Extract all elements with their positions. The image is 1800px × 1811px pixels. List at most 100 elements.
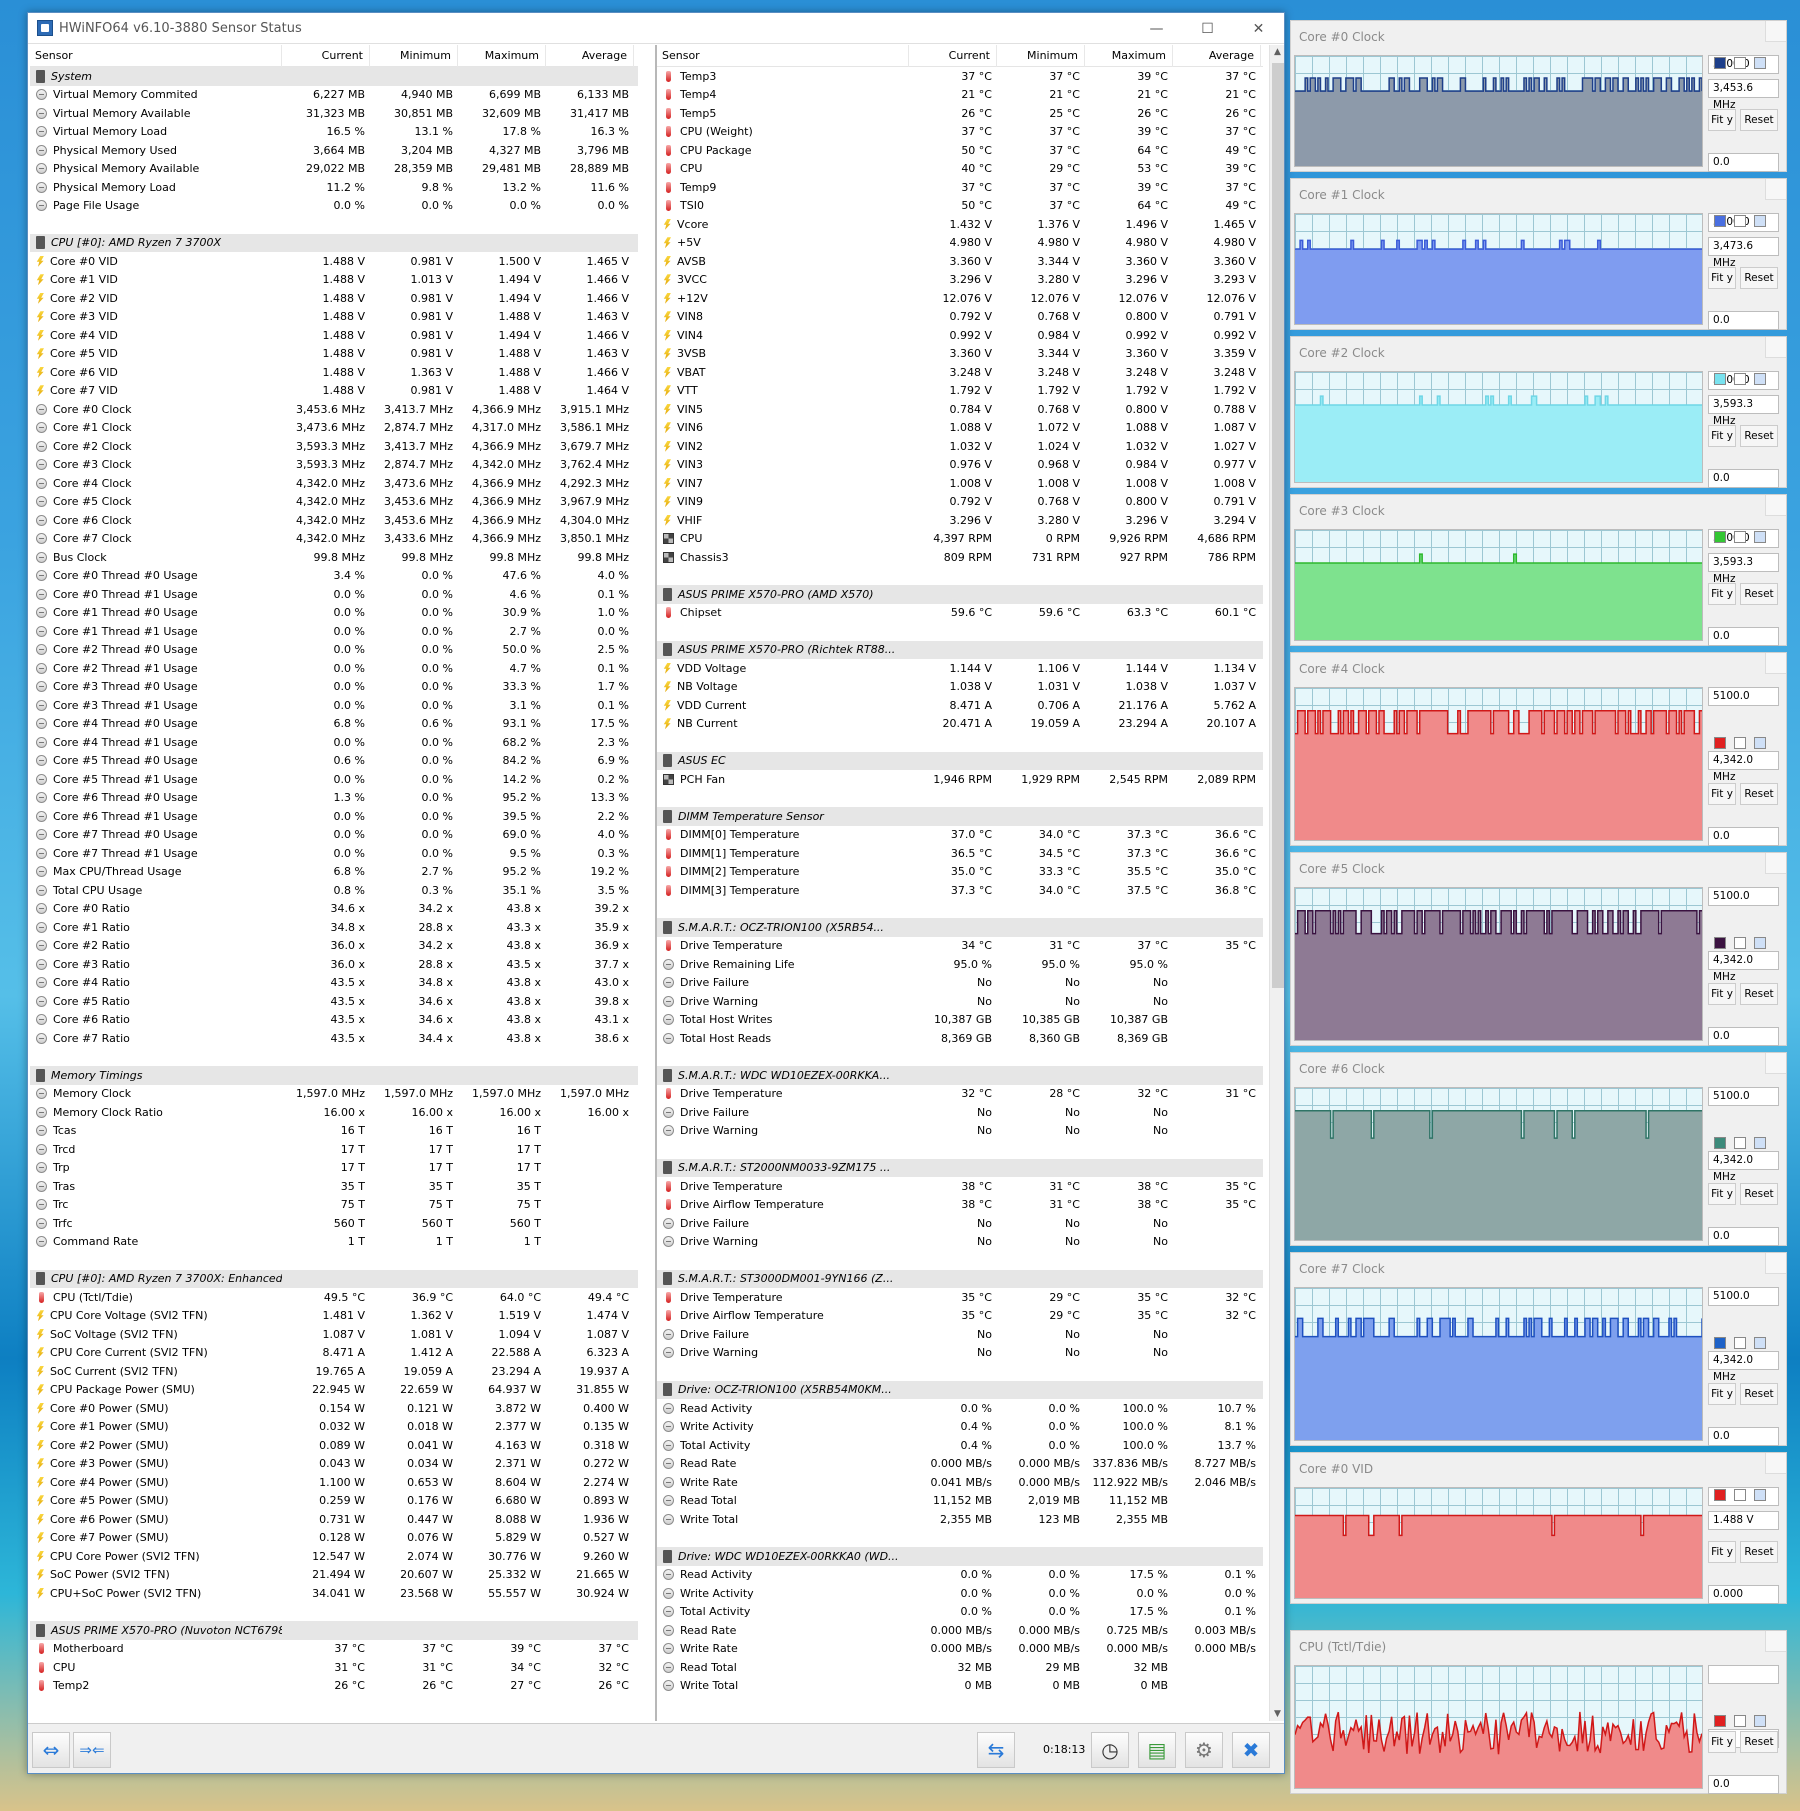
graph-min-field[interactable]: 0.0 bbox=[1708, 1427, 1779, 1446]
sensor-row[interactable]: CPU Core Voltage (SVI2 TFN) 1.481 V 1.362 … bbox=[30, 1307, 638, 1326]
column-header-maximum[interactable]: Maximum bbox=[458, 45, 546, 67]
sensor-row[interactable]: DIMM[1] Temperature 36.5 °C 34.5 °C 37.3 °C… bbox=[657, 844, 1263, 863]
title-bar[interactable]: HWiNFO64 v6.10-3880 Sensor Status — ☐ ✕ bbox=[28, 13, 1284, 44]
sensor-row[interactable]: Core #7 Power (SMU) 0.128 W 0.076 W 5.829 W… bbox=[30, 1529, 638, 1548]
color-swatch-2[interactable] bbox=[1734, 1715, 1746, 1727]
sensor-row[interactable]: SoC Voltage (SVI2 TFN) 1.087 V 1.081 V 1.09… bbox=[30, 1325, 638, 1344]
network-sensors-icon[interactable]: ⇆ bbox=[977, 1732, 1015, 1768]
sensor-row[interactable]: Temp5 26 °C 25 °C 26 °C 26 °C bbox=[657, 104, 1263, 123]
color-swatch-3[interactable] bbox=[1754, 937, 1766, 949]
sensor-row[interactable]: Core #3 Clock 3,593.3 MHz 2,874.7 MHz 4,342… bbox=[30, 456, 638, 475]
sensor-row[interactable]: NB Current 20.471 A 19.059 A 23.294 A 20.107… bbox=[657, 715, 1263, 734]
sensor-row[interactable]: VDD Voltage 1.144 V 1.106 V 1.144 V 1.134 V bbox=[657, 659, 1263, 678]
sensor-row[interactable]: Temp3 37 °C 37 °C 39 °C 37 °C bbox=[657, 67, 1263, 86]
series-color-swatch[interactable] bbox=[1714, 1137, 1726, 1149]
vertical-scrollbar[interactable]: ▲ ▼ bbox=[1269, 45, 1284, 1721]
sensor-group-row[interactable]: Memory Timings bbox=[30, 1066, 638, 1085]
sensor-row[interactable]: CPU (Tctl/Tdie) 49.5 °C 36.9 °C 64.0 °C 49.4… bbox=[30, 1288, 638, 1307]
sensor-row[interactable]: Core #1 Thread #1 Usage 0.0 % 0.0 % 2.7 % 0.… bbox=[30, 622, 638, 641]
sensor-row[interactable]: VIN9 0.792 V 0.768 V 0.800 V 0.791 V bbox=[657, 493, 1263, 512]
reset-button[interactable]: Reset bbox=[1740, 1731, 1778, 1753]
sensor-row[interactable]: Trfc 560 T 560 T 560 T bbox=[30, 1214, 638, 1233]
sensor-row[interactable]: +5V 4.980 V 4.980 V 4.980 V 4.980 V bbox=[657, 234, 1263, 253]
graph-min-field[interactable]: 0.0 bbox=[1708, 1027, 1779, 1046]
color-swatch-3[interactable] bbox=[1754, 1337, 1766, 1349]
graph-min-field[interactable]: 0.0 bbox=[1708, 827, 1779, 846]
sensor-row[interactable]: Drive Failure No No No bbox=[657, 1103, 1263, 1122]
color-swatch-3[interactable] bbox=[1754, 737, 1766, 749]
sensor-row[interactable]: Core #1 Ratio 34.8 x 28.8 x 43.3 x 35.9 x bbox=[30, 918, 638, 937]
sensor-group-row[interactable]: DIMM Temperature Sensor bbox=[657, 807, 1263, 826]
sensor-row[interactable]: Read Rate 0.000 MB/s 0.000 MB/s 0.725 MB/s 0… bbox=[657, 1621, 1263, 1640]
sensor-row[interactable]: Drive Temperature 34 °C 31 °C 37 °C 35 °C bbox=[657, 937, 1263, 956]
sensor-row[interactable]: Core #3 Power (SMU) 0.043 W 0.034 W 2.371 W… bbox=[30, 1455, 638, 1474]
graph-panel[interactable]: Core #0 VID 1.488 V Fit y Reset 0.000 bbox=[1290, 1452, 1787, 1604]
sensor-row[interactable]: Core #5 Power (SMU) 0.259 W 0.176 W 6.680 W… bbox=[30, 1492, 638, 1511]
color-swatch-3[interactable] bbox=[1754, 1715, 1766, 1727]
sensor-row[interactable]: VIN8 0.792 V 0.768 V 0.800 V 0.791 V bbox=[657, 308, 1263, 327]
fit-y-button[interactable]: Fit y bbox=[1708, 109, 1736, 131]
graph-panel[interactable]: Core #1 Clock 5100.0 3,473.6 MHz Fit y Reset… bbox=[1290, 178, 1787, 330]
sensor-row[interactable]: Core #7 Thread #0 Usage 0.0 % 0.0 % 69.0 % 4… bbox=[30, 826, 638, 845]
sensor-row[interactable]: Read Activity 0.0 % 0.0 % 100.0 % 10.7 % bbox=[657, 1399, 1263, 1418]
sensor-row[interactable]: Trc 75 T 75 T 75 T bbox=[30, 1196, 638, 1215]
sensor-row[interactable]: DIMM[3] Temperature 37.3 °C 34.0 °C 37.5 °C… bbox=[657, 881, 1263, 900]
fit-y-button[interactable]: Fit y bbox=[1708, 1541, 1736, 1563]
sensor-row[interactable]: TSI0 50 °C 37 °C 64 °C 49 °C bbox=[657, 197, 1263, 216]
sensor-row[interactable]: 3VSB 3.360 V 3.344 V 3.360 V 3.359 V bbox=[657, 345, 1263, 364]
column-header-minimum[interactable]: Minimum bbox=[370, 45, 458, 67]
sensor-group-row[interactable]: S.M.A.R.T.: ST3000DM001-9YN166 (Z... bbox=[657, 1269, 1263, 1288]
collapse-arrows-icon[interactable]: ⇔ bbox=[32, 1732, 70, 1768]
fit-y-button[interactable]: Fit y bbox=[1708, 1183, 1736, 1205]
sensor-row[interactable]: Core #2 Power (SMU) 0.089 W 0.041 W 4.163 W… bbox=[30, 1436, 638, 1455]
sensor-row[interactable]: Core #5 Clock 4,342.0 MHz 3,453.6 MHz 4,366… bbox=[30, 493, 638, 512]
sensor-row[interactable]: Memory Clock Ratio 16.00 x 16.00 x 16.00 x 1… bbox=[30, 1103, 638, 1122]
sensor-group-row[interactable]: System bbox=[30, 67, 638, 86]
sensor-row[interactable]: Core #6 Clock 4,342.0 MHz 3,453.6 MHz 4,366… bbox=[30, 511, 638, 530]
sensor-row[interactable]: Max CPU/Thread Usage 6.8 % 2.7 % 95.2 % 19.2… bbox=[30, 863, 638, 882]
sensor-row[interactable]: VDD Current 8.471 A 0.706 A 21.176 A 5.762 A bbox=[657, 696, 1263, 715]
graph-close-icon[interactable] bbox=[1765, 21, 1786, 42]
sensor-row[interactable]: Vcore 1.432 V 1.376 V 1.496 V 1.465 V bbox=[657, 215, 1263, 234]
sensor-row[interactable]: Virtual Memory Available 31,323 MB 30,851 … bbox=[30, 104, 638, 123]
close-sensors-icon[interactable]: ✖ bbox=[1232, 1732, 1270, 1768]
scroll-down-icon[interactable]: ▼ bbox=[1274, 1709, 1281, 1719]
sensor-row[interactable]: Drive Temperature 32 °C 28 °C 32 °C 31 °C bbox=[657, 1085, 1263, 1104]
graph-close-icon[interactable] bbox=[1765, 1253, 1786, 1274]
graph-close-icon[interactable] bbox=[1765, 1053, 1786, 1074]
sensor-row[interactable]: Core #6 Power (SMU) 0.731 W 0.447 W 8.088 W… bbox=[30, 1510, 638, 1529]
sensor-row[interactable]: CPU 4,397 RPM 0 RPM 9,926 RPM 4,686 RPM bbox=[657, 530, 1263, 549]
sensor-row[interactable]: Drive Warning No No No bbox=[657, 1233, 1263, 1252]
sensor-row[interactable]: DIMM[2] Temperature 35.0 °C 33.3 °C 35.5 °C… bbox=[657, 863, 1263, 882]
sensor-row[interactable]: CPU Package Power (SMU) 22.945 W 22.659 W 6… bbox=[30, 1381, 638, 1400]
column-header-current[interactable]: Current bbox=[909, 45, 997, 67]
sensor-row[interactable]: Write Total 0 MB 0 MB 0 MB bbox=[657, 1677, 1263, 1696]
sensor-row[interactable]: VTT 1.792 V 1.792 V 1.792 V 1.792 V bbox=[657, 382, 1263, 401]
color-swatch-2[interactable] bbox=[1734, 1489, 1746, 1501]
series-color-swatch[interactable] bbox=[1714, 57, 1726, 69]
sensor-row[interactable]: Motherboard 37 °C 37 °C 39 °C 37 °C bbox=[30, 1640, 638, 1659]
sensor-row[interactable]: Drive Airflow Temperature 38 °C 31 °C 38 °C… bbox=[657, 1196, 1263, 1215]
sensor-row[interactable]: Core #4 Power (SMU) 1.100 W 0.653 W 8.604 W… bbox=[30, 1473, 638, 1492]
scroll-up-icon[interactable]: ▲ bbox=[1274, 47, 1281, 57]
sensor-row[interactable]: Core #0 Thread #1 Usage 0.0 % 0.0 % 4.6 % 0.… bbox=[30, 585, 638, 604]
sensor-row[interactable]: CPU Core Current (SVI2 TFN) 8.471 A 1.412 … bbox=[30, 1344, 638, 1363]
sensor-row[interactable]: CPU (Weight) 37 °C 37 °C 39 °C 37 °C bbox=[657, 123, 1263, 142]
graph-max-field[interactable]: 5100.0 bbox=[1708, 887, 1779, 906]
minimize-button[interactable]: — bbox=[1149, 20, 1164, 37]
sensor-row[interactable]: 3VCC 3.296 V 3.280 V 3.296 V 3.293 V bbox=[657, 271, 1263, 290]
graph-max-field[interactable]: 5100.0 bbox=[1708, 687, 1779, 706]
sensor-row[interactable]: CPU+SoC Power (SVI2 TFN) 34.041 W 23.568 W… bbox=[30, 1584, 638, 1603]
sensor-row[interactable]: Write Activity 0.4 % 0.0 % 100.0 % 8.1 % bbox=[657, 1418, 1263, 1437]
sensor-row[interactable]: NB Voltage 1.038 V 1.031 V 1.038 V 1.037 V bbox=[657, 678, 1263, 697]
sensor-row[interactable]: CPU Package 50 °C 37 °C 64 °C 49 °C bbox=[657, 141, 1263, 160]
sensor-group-row[interactable]: ASUS EC bbox=[657, 751, 1263, 770]
sensor-row[interactable]: Core #3 Thread #1 Usage 0.0 % 0.0 % 3.1 % 0.… bbox=[30, 696, 638, 715]
column-header-sensor[interactable]: Sensor bbox=[30, 45, 282, 67]
graph-max-field[interactable] bbox=[1708, 1665, 1779, 1684]
sensor-row[interactable]: Core #5 Ratio 43.5 x 34.6 x 43.8 x 39.8 x bbox=[30, 992, 638, 1011]
graph-min-field[interactable]: 0.0 bbox=[1708, 627, 1779, 646]
sensor-row[interactable]: Total Host Reads 8,369 GB 8,360 GB 8,369 GB bbox=[657, 1029, 1263, 1048]
series-color-swatch[interactable] bbox=[1714, 1489, 1726, 1501]
series-color-swatch[interactable] bbox=[1714, 737, 1726, 749]
